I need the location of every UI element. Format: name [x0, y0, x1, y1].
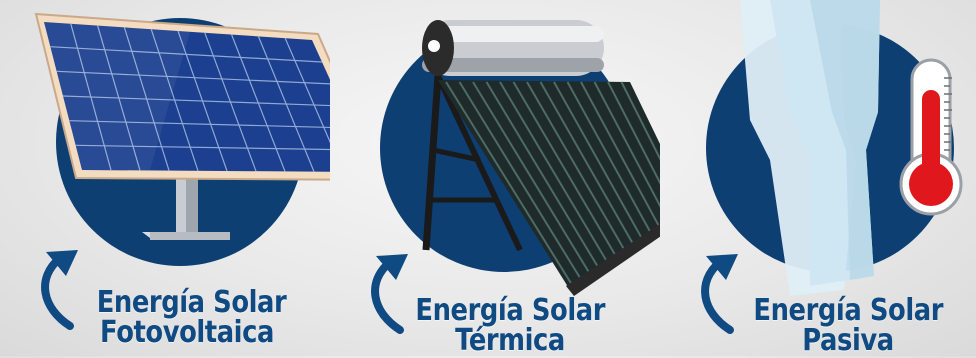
panel-termica: Energía Solar Térmica — [330, 0, 660, 356]
solar-panel-icon — [34, 12, 330, 240]
curved-arrow-icon — [701, 258, 734, 334]
solar-water-heater-icon — [422, 20, 660, 296]
label-line-1: Energía Solar — [96, 285, 287, 320]
arrow-head — [706, 254, 738, 280]
label-line-1: Energía Solar — [753, 293, 944, 328]
panel-pasiva: Energía Solar Pasiva — [660, 0, 976, 356]
arrow-head — [376, 254, 408, 280]
label-line-2: Fotovoltaica — [100, 315, 274, 350]
label-line-1: Energía Solar — [415, 293, 606, 328]
panel-label-pasiva: Energía Solar Pasiva — [753, 293, 944, 358]
panel-label-fotovoltaica: Energía Solar Fotovoltaica — [96, 285, 287, 350]
label-line-2: Pasiva — [802, 323, 894, 358]
arrow-head — [46, 250, 78, 276]
thermometer-icon — [899, 58, 963, 216]
panel-fotovoltaica: Energía Solar Fotovoltaica — [0, 0, 330, 356]
curved-arrow-icon — [371, 258, 404, 334]
curved-arrow-icon — [41, 254, 74, 330]
window-glass-icon — [740, 0, 880, 296]
panel-label-termica: Energía Solar Térmica — [415, 293, 606, 358]
label-line-2: Térmica — [455, 323, 565, 358]
